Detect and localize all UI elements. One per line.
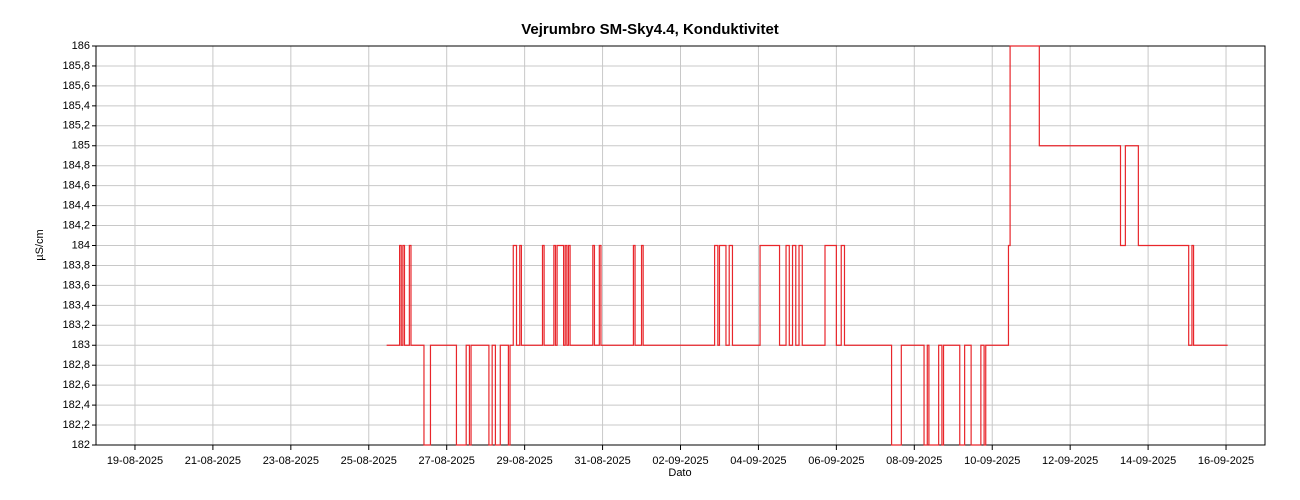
data-line (386, 45, 1228, 446)
x-tick-label: 04-09-2025 (730, 455, 786, 467)
y-tick-label: 185,8 (62, 60, 90, 72)
y-tick-label: 182 (72, 439, 90, 451)
x-tick-label: 31-08-2025 (574, 455, 630, 467)
y-tick-label: 185,6 (62, 80, 90, 92)
x-tick-label: 27-08-2025 (419, 455, 475, 467)
y-tick-label: 185,4 (62, 100, 90, 112)
x-tick-label: 16-09-2025 (1198, 455, 1254, 467)
chart-title: Vejrumbro SM-Sky4.4, Konduktivitet (521, 21, 779, 38)
y-tick-label: 184,4 (62, 200, 90, 212)
y-tick-label: 182,6 (62, 379, 90, 391)
x-tick-label: 12-09-2025 (1042, 455, 1098, 467)
x-tick-label: 06-09-2025 (808, 455, 864, 467)
x-axis-label: Dato (668, 467, 691, 479)
y-tick-label: 182,4 (62, 399, 90, 411)
plot-border (95, 45, 1266, 446)
y-tick-label: 183 (72, 339, 90, 351)
y-tick-label: 182,8 (62, 359, 90, 371)
y-tick-label: 183,8 (62, 259, 90, 271)
y-tick-label: 183,6 (62, 279, 90, 291)
x-tick-label: 08-09-2025 (886, 455, 942, 467)
y-tick-label: 184,6 (62, 180, 90, 192)
x-tick-label: 25-08-2025 (341, 455, 397, 467)
y-tick-label: 183,2 (62, 319, 90, 331)
y-tick-label: 185 (72, 140, 90, 152)
y-tick-label: 185,2 (62, 120, 90, 132)
y-tick-label: 184 (72, 239, 90, 251)
y-tick-label: 186 (72, 40, 90, 52)
x-tick-label: 14-09-2025 (1120, 455, 1176, 467)
x-tick-label: 02-09-2025 (652, 455, 708, 467)
x-tick-label: 21-08-2025 (185, 455, 241, 467)
y-tick-label: 183,4 (62, 299, 90, 311)
y-axis-label: µS/cm (34, 229, 46, 260)
x-tick-label: 23-08-2025 (263, 455, 319, 467)
x-tick-label: 19-08-2025 (107, 455, 163, 467)
y-tick-label: 184,8 (62, 160, 90, 172)
x-tick-label: 10-09-2025 (964, 455, 1020, 467)
x-tick-label: 29-08-2025 (496, 455, 552, 467)
y-tick-label: 184,2 (62, 219, 90, 231)
y-tick-label: 182,2 (62, 419, 90, 431)
